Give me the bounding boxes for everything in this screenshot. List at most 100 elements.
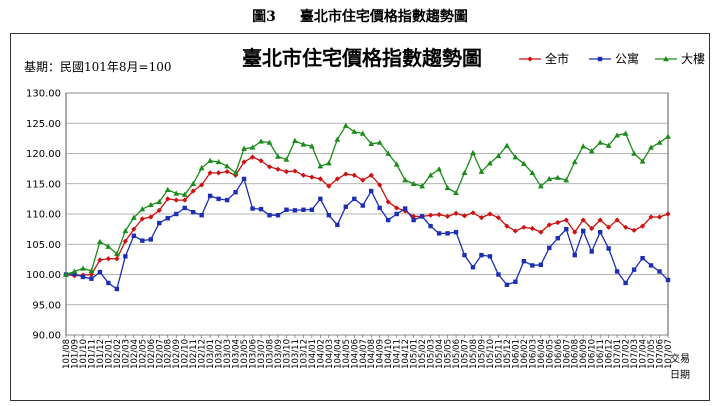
data-point (114, 286, 120, 292)
chart-title: 臺北市住宅價格指數趨勢圖 (242, 46, 482, 70)
data-point (631, 267, 637, 272)
data-point (190, 188, 196, 194)
y-tick-label: 115.00 (26, 179, 61, 190)
x-tick-label: 103/01 (206, 339, 216, 369)
series-2 (63, 176, 671, 292)
data-point (530, 263, 535, 268)
x-tick-label: 103/11 (291, 339, 301, 369)
data-point (520, 160, 527, 166)
data-point (309, 174, 315, 180)
x-tick-label: 106/01 (511, 339, 521, 369)
data-point (368, 172, 374, 178)
y-tick-label: 95.00 (32, 300, 61, 311)
x-tick-label: 101/09 (70, 339, 80, 369)
x-tick-label: 103/09 (274, 339, 284, 369)
x-tick-label: 103/12 (299, 339, 309, 369)
data-point (376, 139, 383, 145)
data-point (640, 255, 645, 261)
data-point (580, 143, 587, 149)
data-point (529, 225, 535, 232)
data-point (657, 269, 662, 274)
data-point (224, 197, 230, 203)
data-point (622, 130, 629, 136)
x-axis-label-line2: 日期 (670, 369, 690, 381)
x-tick-label: 102/12 (198, 339, 208, 369)
data-point (487, 211, 493, 217)
y-tick-label: 125.00 (26, 119, 61, 130)
x-tick-label: 101/11 (87, 339, 97, 369)
data-point (385, 150, 392, 156)
data-point (623, 280, 628, 286)
data-point (283, 156, 290, 162)
data-point (258, 158, 264, 164)
x-tick-label: 101/08 (62, 339, 72, 369)
data-point (495, 152, 502, 159)
data-point (512, 228, 518, 234)
data-point (537, 183, 544, 189)
data-point (241, 145, 247, 151)
data-point (588, 148, 595, 154)
x-tick-label: 105/03 (427, 339, 437, 369)
data-point (360, 203, 365, 208)
data-point (114, 256, 120, 262)
data-point (555, 236, 560, 241)
data-point (639, 158, 646, 164)
data-point (216, 196, 221, 202)
data-point (631, 150, 637, 156)
x-tick-label: 106/03 (528, 339, 538, 369)
data-point (470, 149, 476, 156)
x-tick-label: 105/05 (444, 339, 454, 369)
x-tick-label: 104/03 (325, 339, 335, 369)
x-tick-label: 103/08 (265, 339, 275, 369)
data-point (402, 208, 408, 214)
data-point (572, 229, 578, 235)
data-point (444, 213, 451, 220)
data-point (513, 279, 518, 284)
data-point (564, 226, 569, 232)
data-point (436, 212, 442, 218)
data-point (512, 154, 519, 160)
data-point (470, 265, 476, 270)
y-tick-label: 105.00 (26, 240, 61, 251)
x-tick-label: 102/01 (104, 339, 114, 369)
data-point (351, 128, 358, 134)
x-tick-label: 107/05 (647, 339, 657, 369)
figure-number: 圖3 (252, 9, 276, 25)
x-tick-label: 102/11 (189, 339, 199, 369)
x-axis-label-line1: 交易 (670, 352, 690, 365)
data-point (656, 139, 663, 145)
data-point (453, 229, 459, 235)
data-point (656, 214, 663, 220)
data-point (572, 252, 577, 258)
data-point (147, 201, 154, 208)
data-point (207, 193, 213, 199)
data-point (478, 168, 485, 174)
data-point (292, 208, 298, 213)
data-point (284, 207, 289, 212)
data-point (334, 136, 341, 142)
legend-label: 公寓 (615, 51, 639, 66)
data-point (606, 224, 612, 230)
data-point (267, 213, 272, 218)
x-tick-label: 104/10 (384, 339, 394, 369)
data-point (597, 139, 604, 145)
data-point (131, 233, 137, 238)
data-point (521, 258, 527, 264)
x-tick-label: 104/02 (316, 339, 326, 369)
x-tick-label: 105/12 (503, 339, 513, 369)
data-point (614, 132, 621, 138)
data-point (419, 214, 425, 219)
data-point (224, 169, 230, 175)
data-point (436, 231, 442, 236)
x-tick-label: 103/10 (282, 339, 292, 369)
data-point (130, 214, 137, 220)
legend: 全市 公寓 大樓 (519, 51, 705, 66)
figure-caption-text: 臺北市住宅價格指數趨勢圖 (299, 9, 468, 25)
data-point (521, 224, 527, 230)
x-tick-label: 103/02 (215, 339, 225, 369)
data-point (581, 228, 586, 234)
data-point (301, 207, 306, 212)
y-tick-label: 120.00 (26, 149, 61, 160)
figure-caption: 圖3 臺北市住宅價格指數趨勢圖 (0, 6, 720, 26)
data-point (224, 163, 230, 169)
